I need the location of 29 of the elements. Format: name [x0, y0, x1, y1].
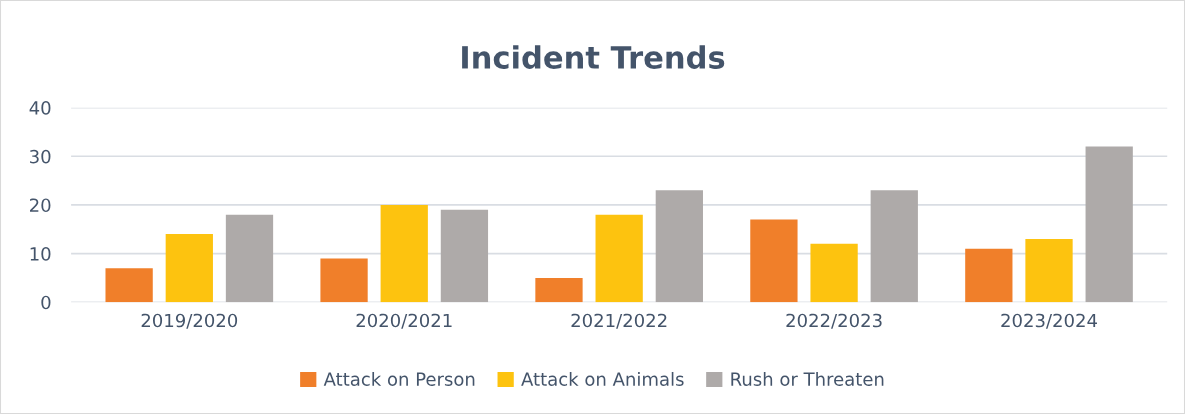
legend-label: Rush or Threaten [731, 372, 884, 386]
chart-title: Incident Trends [462, 45, 725, 69]
y-tick-label: 30 [30, 149, 51, 164]
legend-label: Attack on Animals [521, 372, 684, 386]
y-tick-label: 0 [41, 295, 51, 310]
x-tick-label: 2019/2020 [141, 313, 238, 329]
bar [870, 190, 918, 303]
x-tick-label: 2023/2024 [1001, 313, 1097, 329]
bar [105, 268, 153, 303]
x-tick-label: 2021/2022 [571, 313, 667, 329]
y-tick-label: 10 [30, 247, 51, 261]
bar [655, 190, 703, 303]
bar [595, 214, 643, 303]
x-tick-label: 2022/2023 [786, 313, 882, 329]
bar [1085, 146, 1133, 303]
legend-label: Attack on Person [323, 372, 475, 386]
bar [225, 214, 274, 303]
bar [1025, 238, 1073, 303]
bar [380, 204, 428, 303]
bar [440, 209, 489, 303]
bar [810, 243, 858, 303]
y-tick-label: 20 [30, 198, 51, 213]
bar [750, 219, 798, 303]
x-tick-label: 2020/2021 [356, 313, 452, 329]
bar [320, 258, 368, 303]
bar [965, 248, 1013, 303]
bar [535, 277, 583, 303]
y-tick-label: 40 [29, 101, 51, 115]
bar [165, 234, 213, 303]
